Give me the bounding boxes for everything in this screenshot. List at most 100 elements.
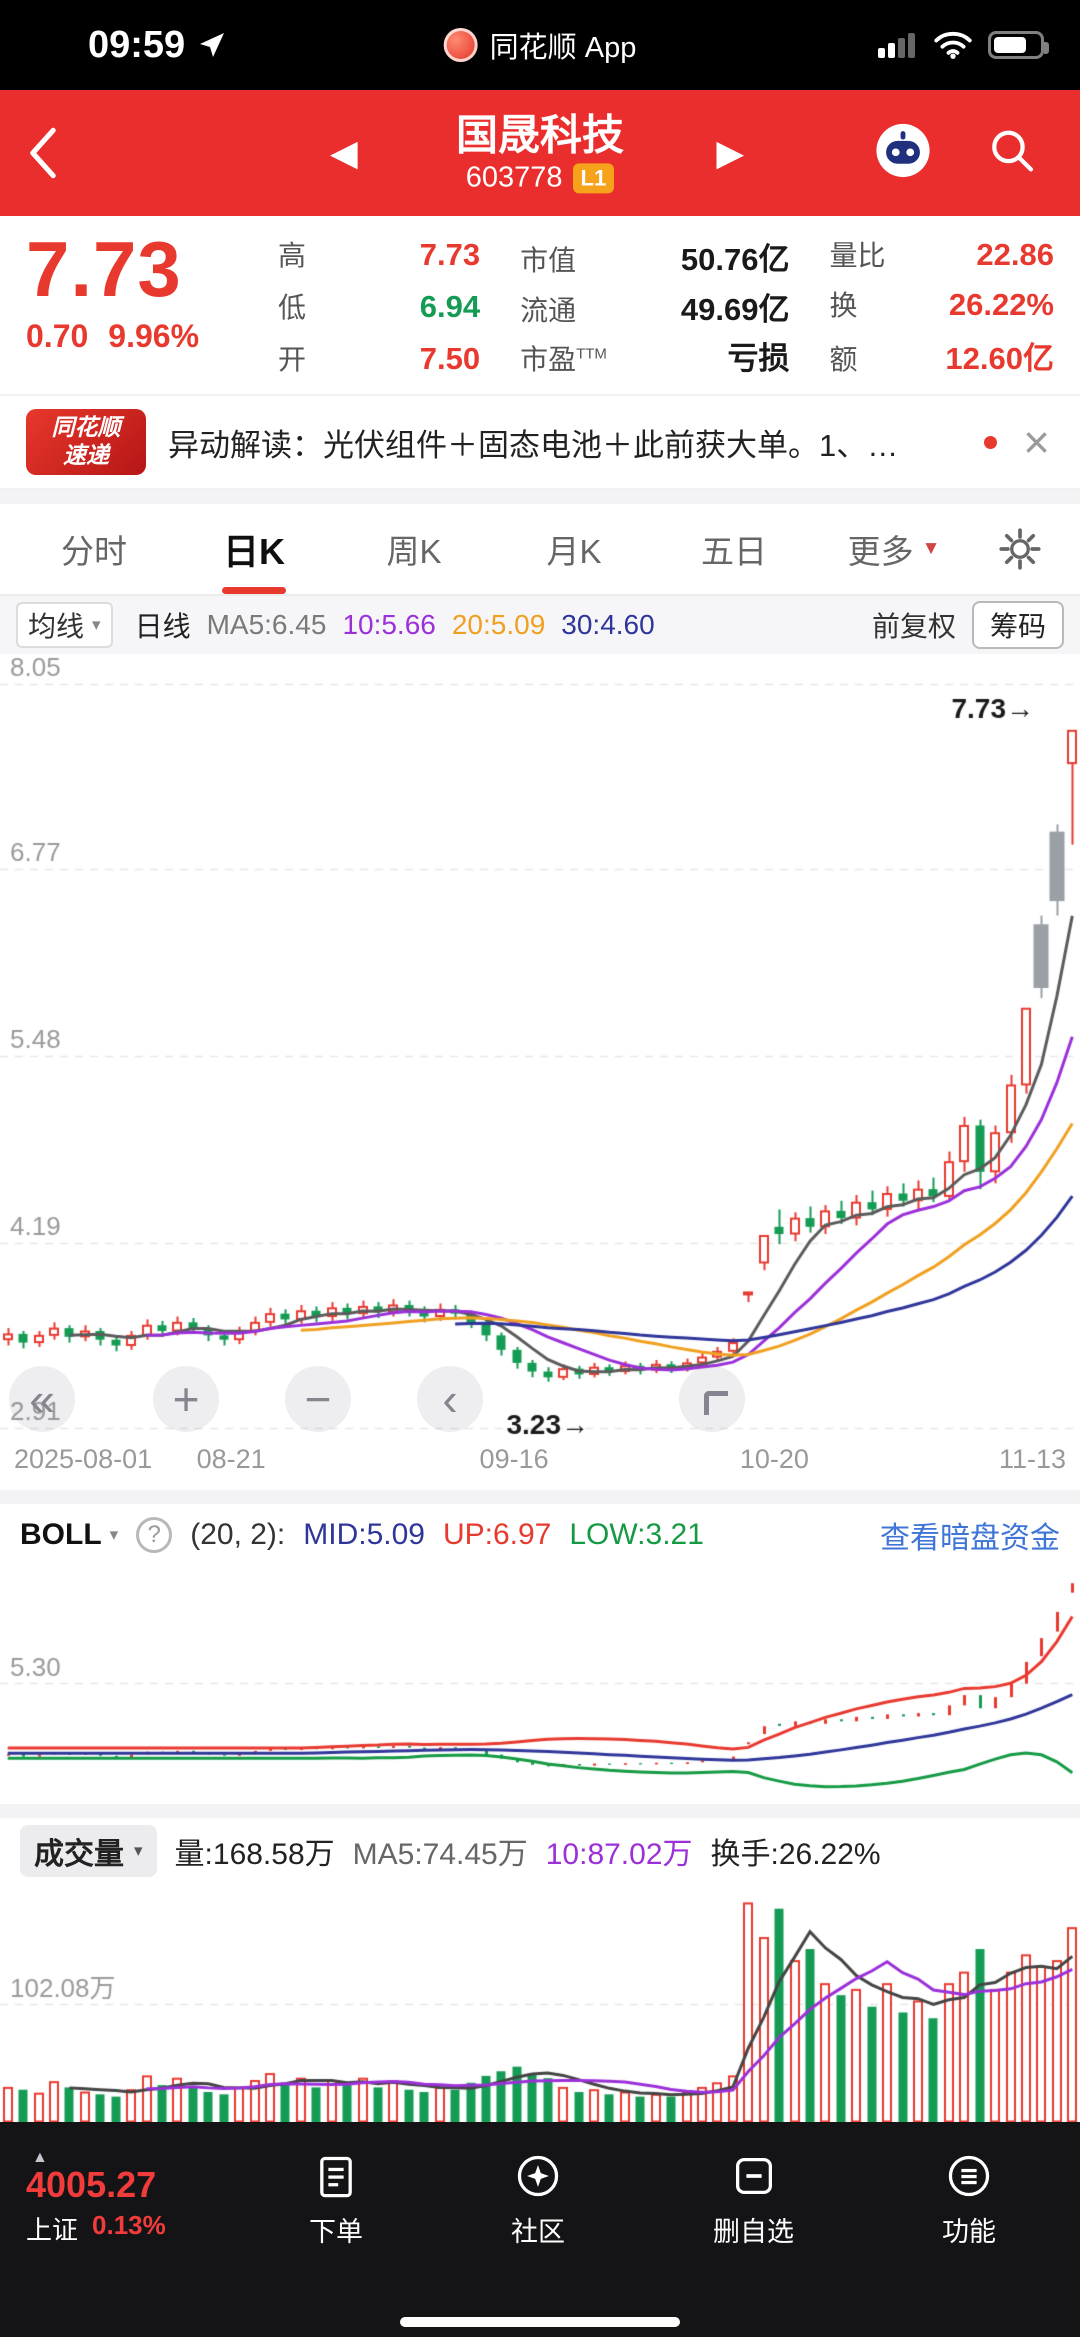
ma10-value: 10:5.66 xyxy=(342,609,436,640)
location-arrow-icon xyxy=(200,33,225,57)
search-icon xyxy=(992,130,1034,172)
boll-up-value: UP:6.97 xyxy=(442,1518,552,1551)
prev-stock-button[interactable]: ◀ xyxy=(330,132,358,173)
section-divider xyxy=(0,1490,1080,1504)
status-time: 09:59 xyxy=(88,23,186,66)
mcap-value: 50.76亿 xyxy=(680,242,790,277)
nav-label: 删自选 xyxy=(713,2217,794,2247)
period-label: 日线 xyxy=(134,611,191,642)
main-chart[interactable]: « + − ‹ xyxy=(0,654,1080,1440)
chips-button[interactable]: 筹码 xyxy=(971,601,1064,649)
stock-name: 国晟科技 xyxy=(455,111,625,159)
bottom-nav: ▲ 4005.27 上证 0.13% 下单 xyxy=(0,2122,1080,2337)
amount-label: 额 xyxy=(829,344,858,375)
ai-assistant-button[interactable] xyxy=(874,122,932,185)
ma30-value: 30:4.60 xyxy=(561,609,655,640)
index-quote-button[interactable]: ▲ 4005.27 上证 0.13% xyxy=(0,2150,235,2247)
news-text[interactable]: 异动解读：光伏组件＋固态电池＋此前获大单。1、… xyxy=(168,427,899,463)
date-label: 2025-08-01 xyxy=(14,1444,153,1474)
float-label: 流通 xyxy=(520,294,577,326)
signal-icon xyxy=(878,33,915,58)
pan-left-button[interactable]: ‹ xyxy=(417,1366,483,1432)
order-icon xyxy=(320,2156,352,2198)
tab-minute[interactable]: 分时 xyxy=(61,533,127,570)
tab-weekly-k[interactable]: 周K xyxy=(386,533,442,570)
turnover-label: 换 xyxy=(829,289,858,321)
nav-functions[interactable]: 功能 xyxy=(942,2152,996,2249)
app-logo-icon xyxy=(443,28,478,62)
dark-pool-link[interactable]: 查看暗盘资金 xyxy=(880,1522,1060,1555)
chevron-down-icon: ▾ xyxy=(109,1525,119,1544)
robot-icon xyxy=(876,123,930,178)
nav-label: 社区 xyxy=(511,2217,565,2247)
nav-place-order[interactable]: 下单 xyxy=(309,2152,363,2249)
pan-left-fast-button[interactable]: « xyxy=(9,1366,75,1432)
fullscreen-corner-icon xyxy=(704,1391,728,1415)
volume-dropdown[interactable]: 成交量 ▾ xyxy=(20,1825,157,1877)
close-news-icon[interactable]: × xyxy=(1023,416,1050,468)
search-button[interactable] xyxy=(986,125,1038,182)
price-block: 7.73 0.70 9.96% xyxy=(26,230,278,394)
badge-line1: 同花顺 xyxy=(51,414,121,441)
current-price: 7.73 xyxy=(26,225,182,313)
boll-header: BOLL ▾ ? (20, 2): MID:5.09 UP:6.97 LOW:3… xyxy=(0,1504,1080,1566)
level-badge: L1 xyxy=(572,162,615,194)
wifi-icon xyxy=(934,31,972,59)
adjust-mode-button[interactable]: 前复权 xyxy=(871,611,956,642)
badge-line2: 速递 xyxy=(63,442,109,468)
volratio-label: 量比 xyxy=(829,240,886,271)
gear-icon xyxy=(999,528,1041,570)
open-label: 开 xyxy=(278,344,307,375)
volume-ma10-value: 10:87.02万 xyxy=(545,1838,693,1871)
index-name: 上证 xyxy=(26,2215,79,2246)
flash-news-badge: 同花顺 速递 xyxy=(26,409,146,475)
help-icon[interactable]: ? xyxy=(136,1517,173,1553)
open-value: 7.50 xyxy=(419,341,481,376)
nav-community[interactable]: 社区 xyxy=(511,2152,565,2249)
status-bar: 09:59 同花顺 App xyxy=(0,0,1080,90)
boll-canvas[interactable] xyxy=(0,1566,1080,1804)
back-button[interactable] xyxy=(26,118,86,188)
section-divider xyxy=(0,1804,1080,1818)
low-label: 低 xyxy=(278,292,307,323)
high-label: 高 xyxy=(278,240,307,271)
date-axis: 2025-08-01 08-21 09-16 10-20 11-13 xyxy=(0,1440,1080,1490)
tab-daily-k[interactable]: 日K xyxy=(174,504,334,594)
battery-icon xyxy=(988,31,1049,59)
next-stock-button[interactable]: ▶ xyxy=(716,132,744,173)
stock-title: 国晟科技 603778 L1 xyxy=(456,111,624,194)
tab-more[interactable]: 更多 ▼ xyxy=(847,533,941,570)
chart-settings-button[interactable] xyxy=(974,504,1066,594)
date-label: 10-20 xyxy=(739,1444,809,1474)
nav-label: 功能 xyxy=(942,2217,996,2247)
fullscreen-button[interactable] xyxy=(679,1366,745,1432)
volume-canvas[interactable] xyxy=(0,1884,1080,2122)
date-label: 09-16 xyxy=(479,1444,549,1474)
index-value: 4005.27 xyxy=(26,2163,157,2205)
turnover-value: 26.22% xyxy=(948,286,1054,322)
boll-mid-value: MID:5.09 xyxy=(303,1518,425,1551)
zoom-in-button[interactable]: + xyxy=(153,1366,219,1432)
nav-remove-watchlist[interactable]: 删自选 xyxy=(713,2152,794,2249)
volume-ma5-value: MA5:74.45万 xyxy=(352,1838,528,1871)
tab-five-day[interactable]: 五日 xyxy=(701,533,767,570)
amount-value: 12.60亿 xyxy=(945,341,1054,376)
date-label: 11-13 xyxy=(998,1444,1066,1474)
community-icon xyxy=(517,2155,559,2197)
boll-dropdown[interactable]: BOLL ▾ xyxy=(20,1518,119,1551)
nav-label: 下单 xyxy=(309,2217,363,2247)
zoom-out-button[interactable]: − xyxy=(285,1366,351,1432)
tab-monthly-k[interactable]: 月K xyxy=(546,533,602,570)
mcap-label: 市值 xyxy=(520,245,577,276)
high-value: 7.73 xyxy=(419,237,481,272)
hlo-column: 高 7.73 低 6.94 开 7.50 xyxy=(278,230,480,378)
status-app-indicator[interactable]: 同花顺 App xyxy=(443,24,636,66)
candlestick-canvas[interactable] xyxy=(0,654,1080,1440)
ratio-column: 量比 22.86 换 26.22% 额 12.60亿 xyxy=(829,230,1054,378)
boll-params: (20, 2): xyxy=(190,1518,286,1551)
unread-dot xyxy=(984,435,998,449)
quote-panel: 7.73 0.70 9.96% 高 7.73 低 6.94 开 7.50 市值 50.7… xyxy=(0,216,1080,394)
price-change: 0.70 xyxy=(26,318,89,354)
chevron-down-icon: ▾ xyxy=(92,615,101,634)
ma-dropdown[interactable]: 均线 ▾ xyxy=(16,602,113,648)
